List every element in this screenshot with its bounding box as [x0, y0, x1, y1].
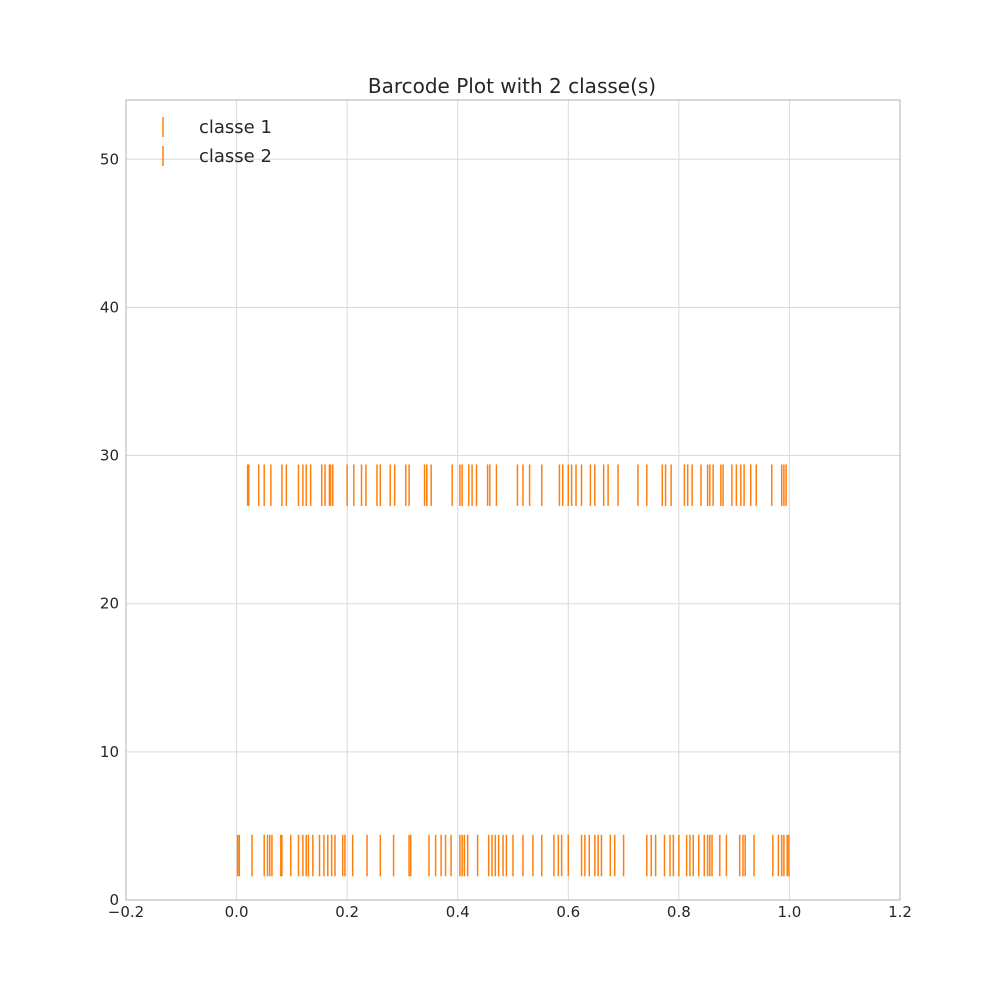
- x-tick-label: 0.6: [556, 903, 580, 921]
- x-tick-label: 1.2: [888, 903, 912, 921]
- chart-title: Barcode Plot with 2 classe(s): [368, 74, 656, 98]
- series-classe-2: [246, 464, 787, 506]
- x-tick-label: 0.4: [446, 903, 470, 921]
- x-tick-label: −0.2: [108, 903, 144, 921]
- legend-label: classe 2: [199, 146, 272, 167]
- legend: classe 1 classe 2: [162, 117, 272, 167]
- plot-marks: [236, 464, 790, 877]
- x-axis-ticks: −0.2 0.0 0.2 0.4 0.6 0.8 1.0 1.2: [108, 903, 912, 921]
- x-tick-label: 0.2: [335, 903, 359, 921]
- y-tick-label: 0: [109, 891, 119, 909]
- x-tick-label: 1.0: [777, 903, 801, 921]
- y-tick-label: 30: [100, 447, 119, 465]
- y-tick-label: 50: [100, 150, 119, 168]
- y-tick-label: 20: [100, 595, 119, 613]
- y-tick-label: 40: [100, 298, 119, 316]
- series-classe-1: [236, 834, 790, 877]
- plot-frame: [125, 99, 901, 901]
- legend-label: classe 1: [199, 117, 272, 138]
- grid-lines: [126, 100, 900, 900]
- y-axis-ticks: 0 10 20 30 40 50: [100, 150, 119, 909]
- y-tick-label: 10: [100, 743, 119, 761]
- x-tick-label: 0.0: [225, 903, 249, 921]
- x-tick-label: 0.8: [667, 903, 691, 921]
